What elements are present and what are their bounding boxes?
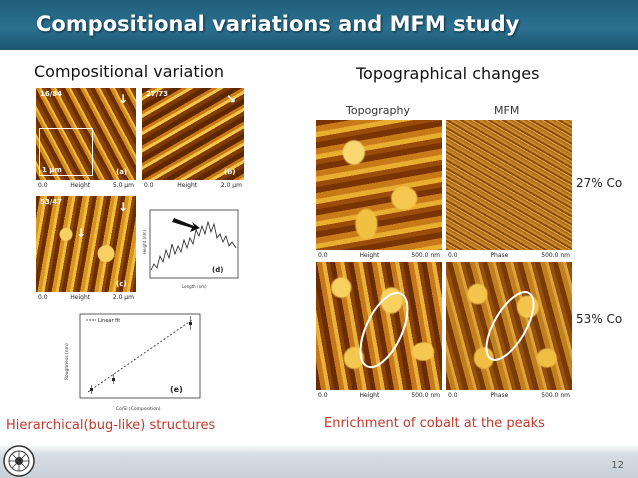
panel-a-scale-label: 1 μm (42, 166, 62, 174)
roughness-plot-e: Linear fit (e) Co/Si (Composition) Rough… (58, 310, 208, 414)
panel-e-tag: (e) (170, 385, 183, 394)
panel-a-scalebar: 0.0 Height 5.0 μm (36, 180, 136, 190)
mfm2-scalebar: 0.0 Phase 500.0 nm (446, 390, 572, 400)
mfm1-scalebar: 0.0 Phase 500.0 nm (446, 250, 572, 260)
profile-plot-svg: (d) Length (nm) Height (nm) (142, 209, 239, 289)
highlight-ellipse-mfm (485, 291, 535, 361)
arrow-icon: ↓ (117, 92, 128, 106)
panel-a-bar-left: 0.0 (38, 181, 48, 189)
topo2-bar-mid: Height (359, 391, 380, 399)
panel-c-tag: (c) (116, 280, 127, 288)
panel-d-xlabel: Length (nm) (182, 284, 207, 289)
mfm-53co: 0.0 Phase 500.0 nm (446, 262, 572, 400)
panel-d-ylabel: Height (nm) (142, 230, 147, 254)
panel-e-ylabel: Roughness (nm) (64, 343, 70, 380)
topo1-bar-mid: Height (359, 251, 380, 259)
topo1-bar-right: 500.0 nm (411, 251, 440, 259)
mfm2-bar-left: 0.0 (448, 391, 458, 399)
topography-27co: 0.0 Height 500.0 nm (316, 120, 442, 260)
roughness-plot-svg: Linear fit (e) Co/Si (Composition) Rough… (64, 313, 201, 412)
arrow-icon: ↓ (117, 200, 128, 214)
panel-c-corner-label: 53/47 (40, 198, 63, 206)
panel-c-bar-left: 0.0 (38, 293, 48, 301)
arrow-icon: ↘ (225, 92, 236, 106)
mfm-27co: 0.0 Phase 500.0 nm (446, 120, 572, 260)
footer-bar (0, 444, 638, 478)
panel-e-legend: Linear fit (98, 318, 120, 324)
topo1-bar-left: 0.0 (318, 251, 328, 259)
mfm2-bar-mid: Phase (490, 391, 509, 399)
mfm1-bar-mid: Phase (490, 251, 509, 259)
arrow-icon (172, 218, 200, 232)
col-topography: Topography (346, 104, 411, 117)
panel-a-corner-label: 16/84 (40, 90, 63, 98)
afm-panel-b: 27/73 (b) ↘ 0.0 Height 2.0 μm (142, 88, 244, 190)
panel-a-tag: (a) (116, 168, 128, 176)
page-number: 12 (611, 460, 624, 471)
row1-label: 27% Co (576, 176, 623, 190)
left-caption: Hierarchical(bug-like) structures (6, 418, 216, 433)
panel-a-bar-mid: Height (70, 181, 91, 189)
title-bar: Compositional variations and MFM study (0, 0, 638, 50)
panel-b-bar-mid: Height (177, 181, 198, 189)
mfm2-bar-right: 500.0 nm (541, 391, 570, 399)
topo1-scalebar: 0.0 Height 500.0 nm (316, 250, 442, 260)
panel-c-bar-right: 2.0 μm (112, 293, 134, 301)
mfm1-bar-right: 500.0 nm (541, 251, 570, 259)
right-heading: Topographical changes (356, 64, 540, 83)
highlight-ellipse-topo (359, 291, 409, 369)
panel-d-tag: (d) (212, 266, 223, 274)
institute-logo (3, 445, 35, 477)
right-caption: Enrichment of cobalt at the peaks (324, 416, 545, 431)
panel-a-bar-right: 5.0 μm (112, 181, 134, 189)
slide-title: Compositional variations and MFM study (36, 12, 520, 36)
afm-panel-c: 53/47 (c) ↓ ↓ 0.0 Height 2.0 μm (36, 196, 136, 302)
panel-b-bar-right: 2.0 μm (220, 181, 242, 189)
afm-panel-a: 16/84 (a) 1 μm ↓ 0.0 Height 5.0 μm (36, 88, 136, 190)
topo2-scalebar: 0.0 Height 500.0 nm (316, 390, 442, 400)
profile-plot-d: (d) Length (nm) Height (nm) (142, 204, 242, 292)
panel-c-bar-mid: Height (70, 293, 91, 301)
panel-c-scalebar: 0.0 Height 2.0 μm (36, 292, 136, 302)
zoom-box (39, 128, 93, 176)
panel-b-scalebar: 0.0 Height 2.0 μm (142, 180, 244, 190)
row2-label: 53% Co (576, 312, 623, 326)
panel-e-xlabel: Co/Si (Composition) (116, 406, 161, 412)
panel-b-corner-label: 27/73 (146, 90, 169, 98)
topo2-bar-left: 0.0 (318, 391, 328, 399)
panel-b-bar-left: 0.0 (144, 181, 154, 189)
left-heading: Compositional variation (34, 62, 225, 81)
topography-53co: 0.0 Height 500.0 nm (316, 262, 442, 400)
col-mfm: MFM (494, 104, 520, 117)
arrow-icon: ↓ (76, 226, 87, 240)
panel-b-tag: (b) (224, 168, 236, 176)
mfm1-bar-left: 0.0 (448, 251, 458, 259)
topo2-bar-right: 500.0 nm (411, 391, 440, 399)
